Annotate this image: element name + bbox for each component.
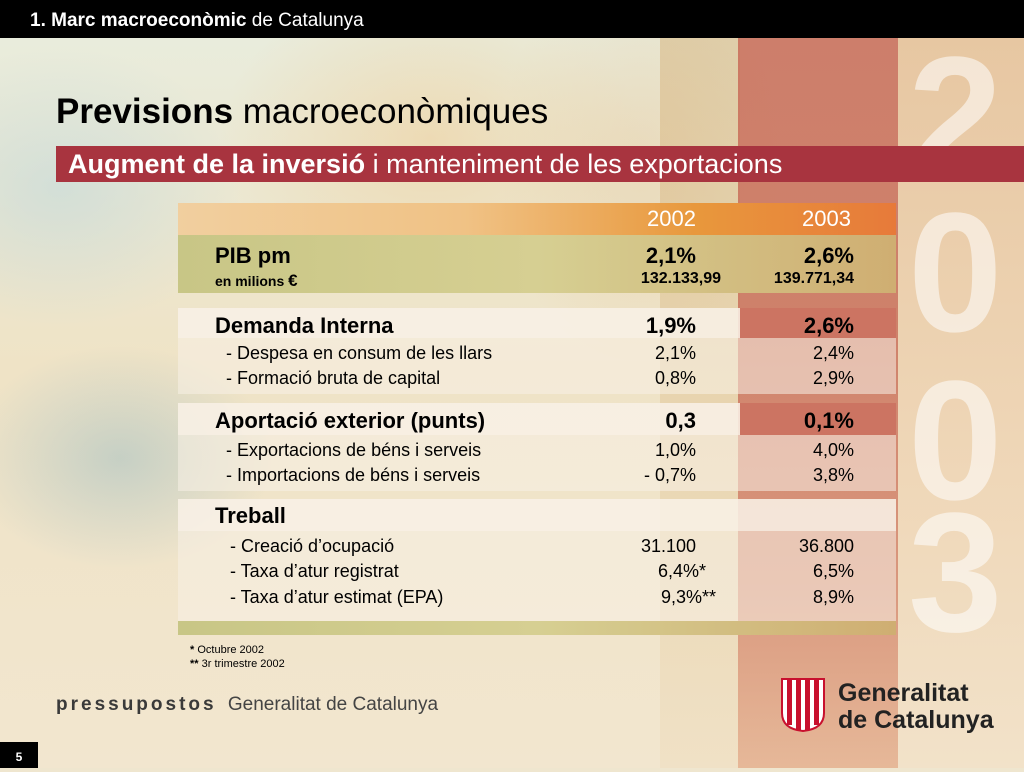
treball-row-1-label: - Creació d’ocupació <box>230 536 395 556</box>
aportacio-label: Aportació exterior (punts) <box>215 408 486 433</box>
page-title-rest: macroeconòmiques <box>242 92 549 131</box>
column-header-2002: 2002 <box>647 206 696 231</box>
aportacio-2003: 0,1% <box>803 408 854 433</box>
aportacio-row-1-2003: 4,0% <box>812 440 854 460</box>
footnote-2-mark: ** <box>190 658 199 670</box>
demanda-row-2-2002: 0,8% <box>654 368 696 388</box>
pib-band <box>178 235 896 293</box>
aportacio-row-2-2002: - 0,7% <box>643 465 696 485</box>
pib-2002: 2,1% <box>645 243 696 268</box>
demanda-row-1-2002: 2,1% <box>654 343 696 363</box>
column-header-2003: 2003 <box>802 206 851 231</box>
footer-brand: pressupostos Generalitat de Catalunya <box>56 694 438 716</box>
treball-row-1-2002: 31.100 <box>640 536 696 556</box>
treball-rows-band <box>178 531 896 621</box>
demanda-label: Demanda Interna <box>215 313 394 338</box>
subtitle-bold: Augment de la inversió <box>68 149 366 179</box>
table-header-band <box>178 203 896 235</box>
treball-row-3-2003: 8,9% <box>812 587 854 607</box>
aportacio-row-2-label: - Importacions de béns i serveis <box>226 465 481 485</box>
aportacio-2003-highlight <box>740 403 896 435</box>
demanda-2003-highlight <box>740 308 896 338</box>
subtitle-rest: i manteniment de les exportacions <box>372 149 783 179</box>
demanda-row-1-2003: 2,4% <box>812 343 854 363</box>
background-digit-2: 0 <box>908 178 1003 368</box>
footer-brand-rest: Generalitat de Catalunya <box>227 694 439 715</box>
table-footer-band <box>178 621 896 635</box>
page-title: Previsions macroeconòmiques <box>56 92 548 132</box>
section-title-bold: 1. Marc macroeconòmic <box>30 10 247 31</box>
aportacio-row-1-label: - Exportacions de béns i serveis <box>226 440 482 460</box>
footer-brand-bold: pressupostos <box>56 694 217 715</box>
demanda-row-2-label: - Formació bruta de capital <box>226 368 441 388</box>
section-title-rest: de Catalunya <box>251 10 364 31</box>
footnote-2: ** 3r trimestre 2002 <box>190 657 285 671</box>
aportacio-2002: 0,3 <box>665 408 696 433</box>
forecast-table: 2002 2003 PIB pm 2,1% 2,6% en milions € … <box>178 203 896 635</box>
page-number: 5 <box>0 742 38 768</box>
footnote-1: * Octubre 2002 <box>190 643 285 657</box>
treball-row-1-2003: 36.800 <box>798 536 854 556</box>
pib-sub-2002: 132.133,99 <box>640 270 721 287</box>
pib-sub-label-text: en milions <box>215 273 285 289</box>
demanda-rows-band <box>178 338 896 394</box>
pib-sub-label: en milions € <box>215 271 298 291</box>
section-header-bar: 1. Marc macroeconòmic de Catalunya <box>0 0 1024 38</box>
footnote-1-text: Octubre 2002 <box>197 644 264 656</box>
euro-symbol: € <box>288 271 298 290</box>
treball-row-3-label: - Taxa d’atur estimat (EPA) <box>230 587 444 607</box>
pib-2003: 2,6% <box>803 243 854 268</box>
aportacio-row-1-2002: 1,0% <box>654 440 696 460</box>
treball-row-3-2002: 9,3%** <box>660 587 716 607</box>
logo-line-1: Generalitat <box>838 679 969 707</box>
pib-sub-2003: 139.771,34 <box>773 270 854 287</box>
subtitle: Augment de la inversió i manteniment de … <box>68 149 782 180</box>
treball-header-band <box>178 499 896 531</box>
subtitle-bar: Augment de la inversió i manteniment de … <box>56 146 1024 182</box>
generalitat-logo-icon <box>781 678 825 733</box>
pib-label: PIB pm <box>215 243 291 268</box>
generalitat-logo-text: Generalitat de Catalunya <box>838 680 994 734</box>
treball-label: Treball <box>215 503 286 528</box>
aportacio-row-2-2003: 3,8% <box>812 465 854 485</box>
demanda-row-2-2003: 2,9% <box>812 368 854 388</box>
page-title-bold: Previsions <box>56 92 234 131</box>
section-title: 1. Marc macroeconòmic de Catalunya <box>30 10 364 32</box>
demanda-row-1-label: - Despesa en consum de les llars <box>226 343 493 363</box>
treball-row-2-2003: 6,5% <box>812 561 854 581</box>
background-digit-4: 3 <box>908 478 1003 668</box>
background-digit-3: 0 <box>908 346 1003 536</box>
logo-line-2: de Catalunya <box>838 706 994 734</box>
treball-row-2-label: - Taxa d’atur registrat <box>230 561 399 581</box>
aportacio-rows-band <box>178 435 896 491</box>
footnotes: * Octubre 2002 ** 3r trimestre 2002 <box>190 643 285 671</box>
demanda-2002: 1,9% <box>645 313 696 338</box>
footnote-1-mark: * <box>190 644 195 656</box>
footnote-2-text: 3r trimestre 2002 <box>201 658 285 670</box>
treball-row-2-2002: 6,4%* <box>657 561 706 581</box>
demanda-2003: 2,6% <box>803 313 854 338</box>
